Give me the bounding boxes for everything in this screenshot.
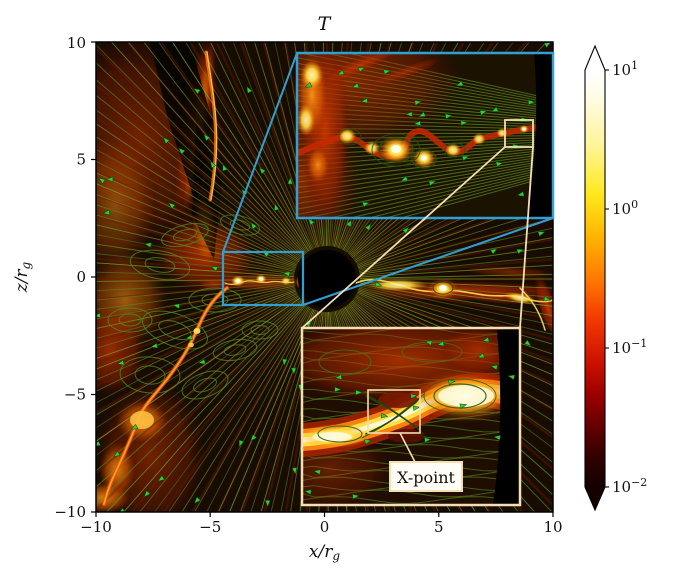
colorbar: 101 100 10−1 10−2 <box>584 44 647 512</box>
colorbar-tick-label-1: 100 <box>612 198 638 218</box>
xpoint-highlight-box <box>367 389 421 434</box>
black-hole <box>298 250 356 308</box>
x-tick-label-4: 10 <box>543 518 562 536</box>
xpoint-label-box <box>389 461 463 492</box>
inset-blue-plasmoids <box>297 53 553 218</box>
x-tick-label-3: 5 <box>434 518 444 536</box>
inset-connector-wheat-1 <box>301 146 506 329</box>
x-axis-ticks <box>95 512 554 517</box>
y-tick-label-1: 5 <box>76 151 86 169</box>
zoom-source-rect-wheat <box>504 119 534 148</box>
xpoint-label-connector <box>399 432 416 463</box>
inset-xpoint: X-point <box>300 326 522 507</box>
zoom-source-rect-blue <box>221 250 305 307</box>
x-tick-label-1: −5 <box>199 518 221 536</box>
y-axis-ticks <box>91 41 96 513</box>
colorbar-tick-label-3: 10−2 <box>612 476 647 496</box>
colorbar-ticks <box>605 69 609 488</box>
x-tick-label-2: 0 <box>320 518 330 536</box>
x-tick-label-0: −10 <box>80 518 112 536</box>
inset-wheat-reconnection-layer <box>302 328 520 505</box>
cold-dark-regions <box>150 42 222 260</box>
inset-wheat-arrows <box>304 336 516 500</box>
plot-title: T <box>318 13 332 35</box>
inset-blue-arrows <box>304 67 536 208</box>
current-sheets-and-plasmoids <box>102 50 553 506</box>
colorbar-arrow-down <box>585 487 605 510</box>
inset-wheat-border <box>300 326 522 507</box>
y-tick-label-4: −10 <box>54 503 86 521</box>
xpoint-label: X-point <box>397 468 456 487</box>
colorbar-tick-label-2: 10−1 <box>612 337 647 357</box>
y-axis-label: z/rg <box>12 261 33 293</box>
y-tick-label-3: −5 <box>64 386 86 404</box>
colorbar-arrow-up <box>585 46 605 70</box>
turbulent-field-loops <box>107 214 279 400</box>
x-axis-label: x/rg <box>309 542 340 563</box>
inset-plasmoid-chain <box>295 51 555 220</box>
inset-connector-blue-1 <box>222 52 298 253</box>
y-tick-label-2: 0 <box>76 268 86 286</box>
colorbar-bar <box>585 70 605 487</box>
inset-connector-wheat-2 <box>519 146 534 329</box>
y-tick-label-0: 10 <box>67 34 86 52</box>
colorbar-tick-label-0: 101 <box>612 59 638 79</box>
